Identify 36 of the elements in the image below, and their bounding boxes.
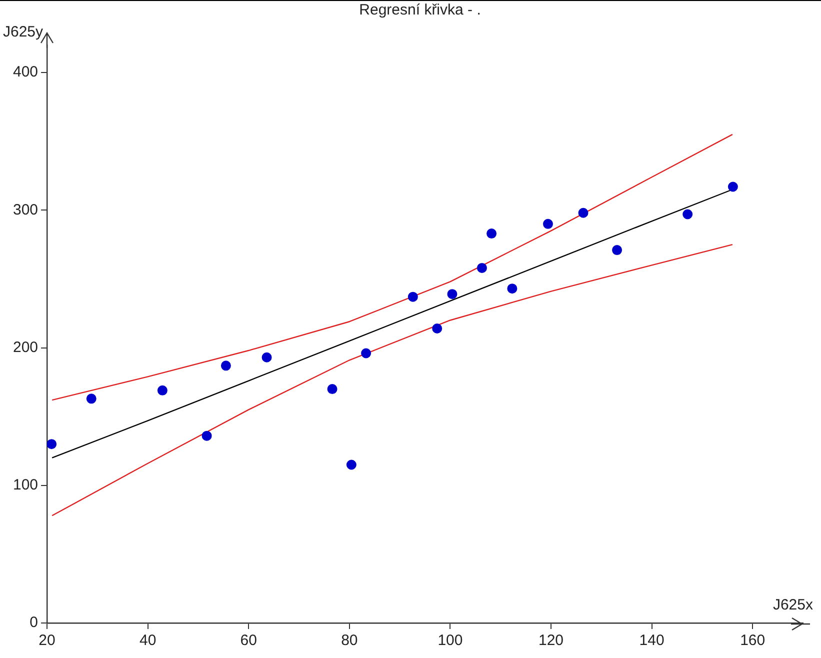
x-tick-label: 20 <box>38 632 56 650</box>
point <box>612 245 622 256</box>
y-tick-label: 0 <box>30 614 38 632</box>
point <box>728 182 738 192</box>
point <box>262 352 272 362</box>
point <box>157 385 168 396</box>
point <box>327 384 338 394</box>
point <box>578 208 588 218</box>
y-tick-label: 300 <box>12 201 38 218</box>
point <box>408 292 418 302</box>
x-tick-label: 140 <box>639 632 664 650</box>
point <box>507 284 518 294</box>
point <box>361 348 372 358</box>
point <box>346 460 356 470</box>
point <box>47 439 57 450</box>
chart-title: Regresní křivka - . <box>359 2 481 19</box>
x-axis-title: J625x <box>772 596 814 614</box>
x-tick-label: 100 <box>438 632 463 650</box>
point <box>220 360 231 371</box>
y-tick-label: 200 <box>12 338 38 356</box>
y-axis-title: J625y <box>2 24 44 41</box>
x-tick-label: 40 <box>139 632 156 650</box>
point <box>542 218 553 229</box>
y-tick-label: 100 <box>12 476 38 494</box>
point <box>486 228 497 239</box>
x-tick-label: 120 <box>538 632 564 650</box>
x-tick-label: 160 <box>740 632 766 650</box>
x-tick-label: 60 <box>240 632 257 650</box>
x-tick-label: 80 <box>341 632 358 650</box>
point <box>86 394 96 404</box>
point <box>432 323 442 334</box>
point <box>447 289 458 300</box>
point <box>682 209 693 220</box>
point <box>476 262 487 273</box>
point <box>202 430 212 441</box>
y-tick-label: 400 <box>12 64 38 81</box>
